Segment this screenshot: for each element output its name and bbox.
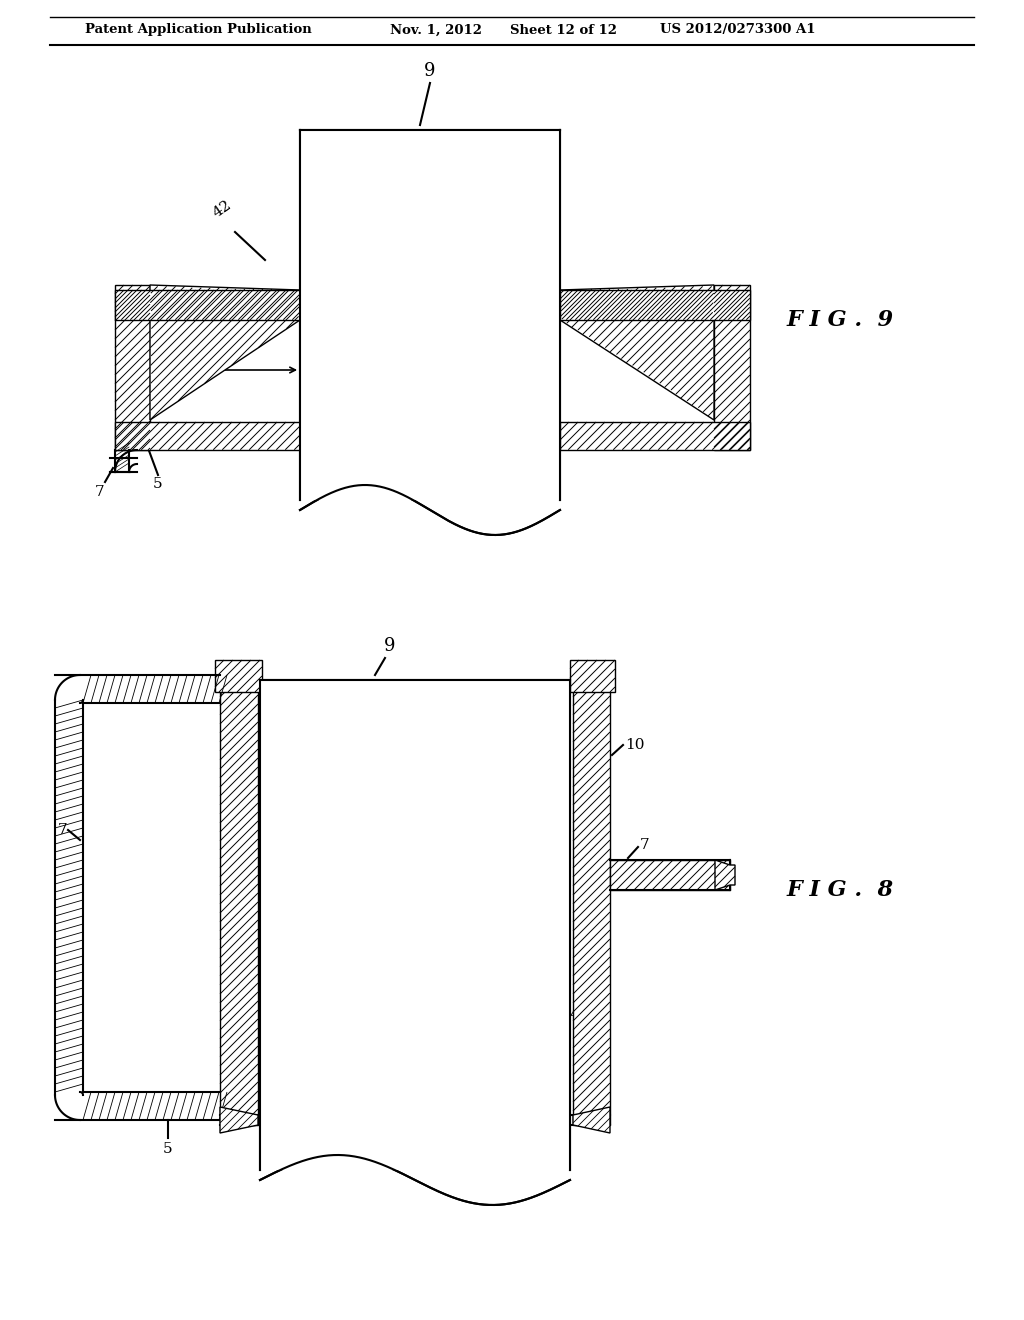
Bar (714, 285, 750, 450)
Polygon shape (150, 285, 300, 420)
Text: 9: 9 (424, 62, 436, 81)
Text: 42: 42 (210, 198, 234, 220)
Text: 5: 5 (640, 861, 649, 875)
Text: 7: 7 (95, 484, 104, 499)
Text: 18: 18 (175, 348, 198, 368)
Polygon shape (573, 1107, 610, 1133)
Polygon shape (260, 680, 570, 1170)
Text: 9: 9 (384, 638, 395, 655)
Bar (220, 671, 258, 1125)
Polygon shape (300, 129, 560, 500)
Text: F I G .  8: F I G . 8 (786, 879, 894, 902)
Polygon shape (715, 861, 735, 890)
Polygon shape (115, 422, 300, 450)
Polygon shape (260, 680, 570, 1170)
Bar (215, 660, 262, 692)
Text: 5: 5 (163, 1142, 173, 1156)
Polygon shape (115, 290, 300, 319)
Polygon shape (560, 422, 750, 450)
Text: 5: 5 (153, 477, 163, 491)
Text: F I G .  9: F I G . 9 (786, 309, 894, 331)
Bar (573, 671, 610, 1125)
Text: 43: 43 (168, 304, 187, 317)
Text: Patent Application Publication: Patent Application Publication (85, 24, 311, 37)
Text: US 2012/0273300 A1: US 2012/0273300 A1 (660, 24, 815, 37)
Text: 7: 7 (58, 822, 68, 837)
Text: 40: 40 (570, 1008, 590, 1022)
Bar (570, 660, 615, 692)
Bar (115, 285, 150, 450)
Polygon shape (300, 129, 560, 500)
Polygon shape (220, 1107, 258, 1133)
Bar (610, 861, 730, 890)
Text: 10: 10 (625, 738, 644, 752)
Text: 7: 7 (640, 838, 649, 851)
Text: Sheet 12 of 12: Sheet 12 of 12 (510, 24, 617, 37)
Polygon shape (560, 290, 750, 319)
Polygon shape (560, 285, 714, 420)
Text: Nov. 1, 2012: Nov. 1, 2012 (390, 24, 482, 37)
